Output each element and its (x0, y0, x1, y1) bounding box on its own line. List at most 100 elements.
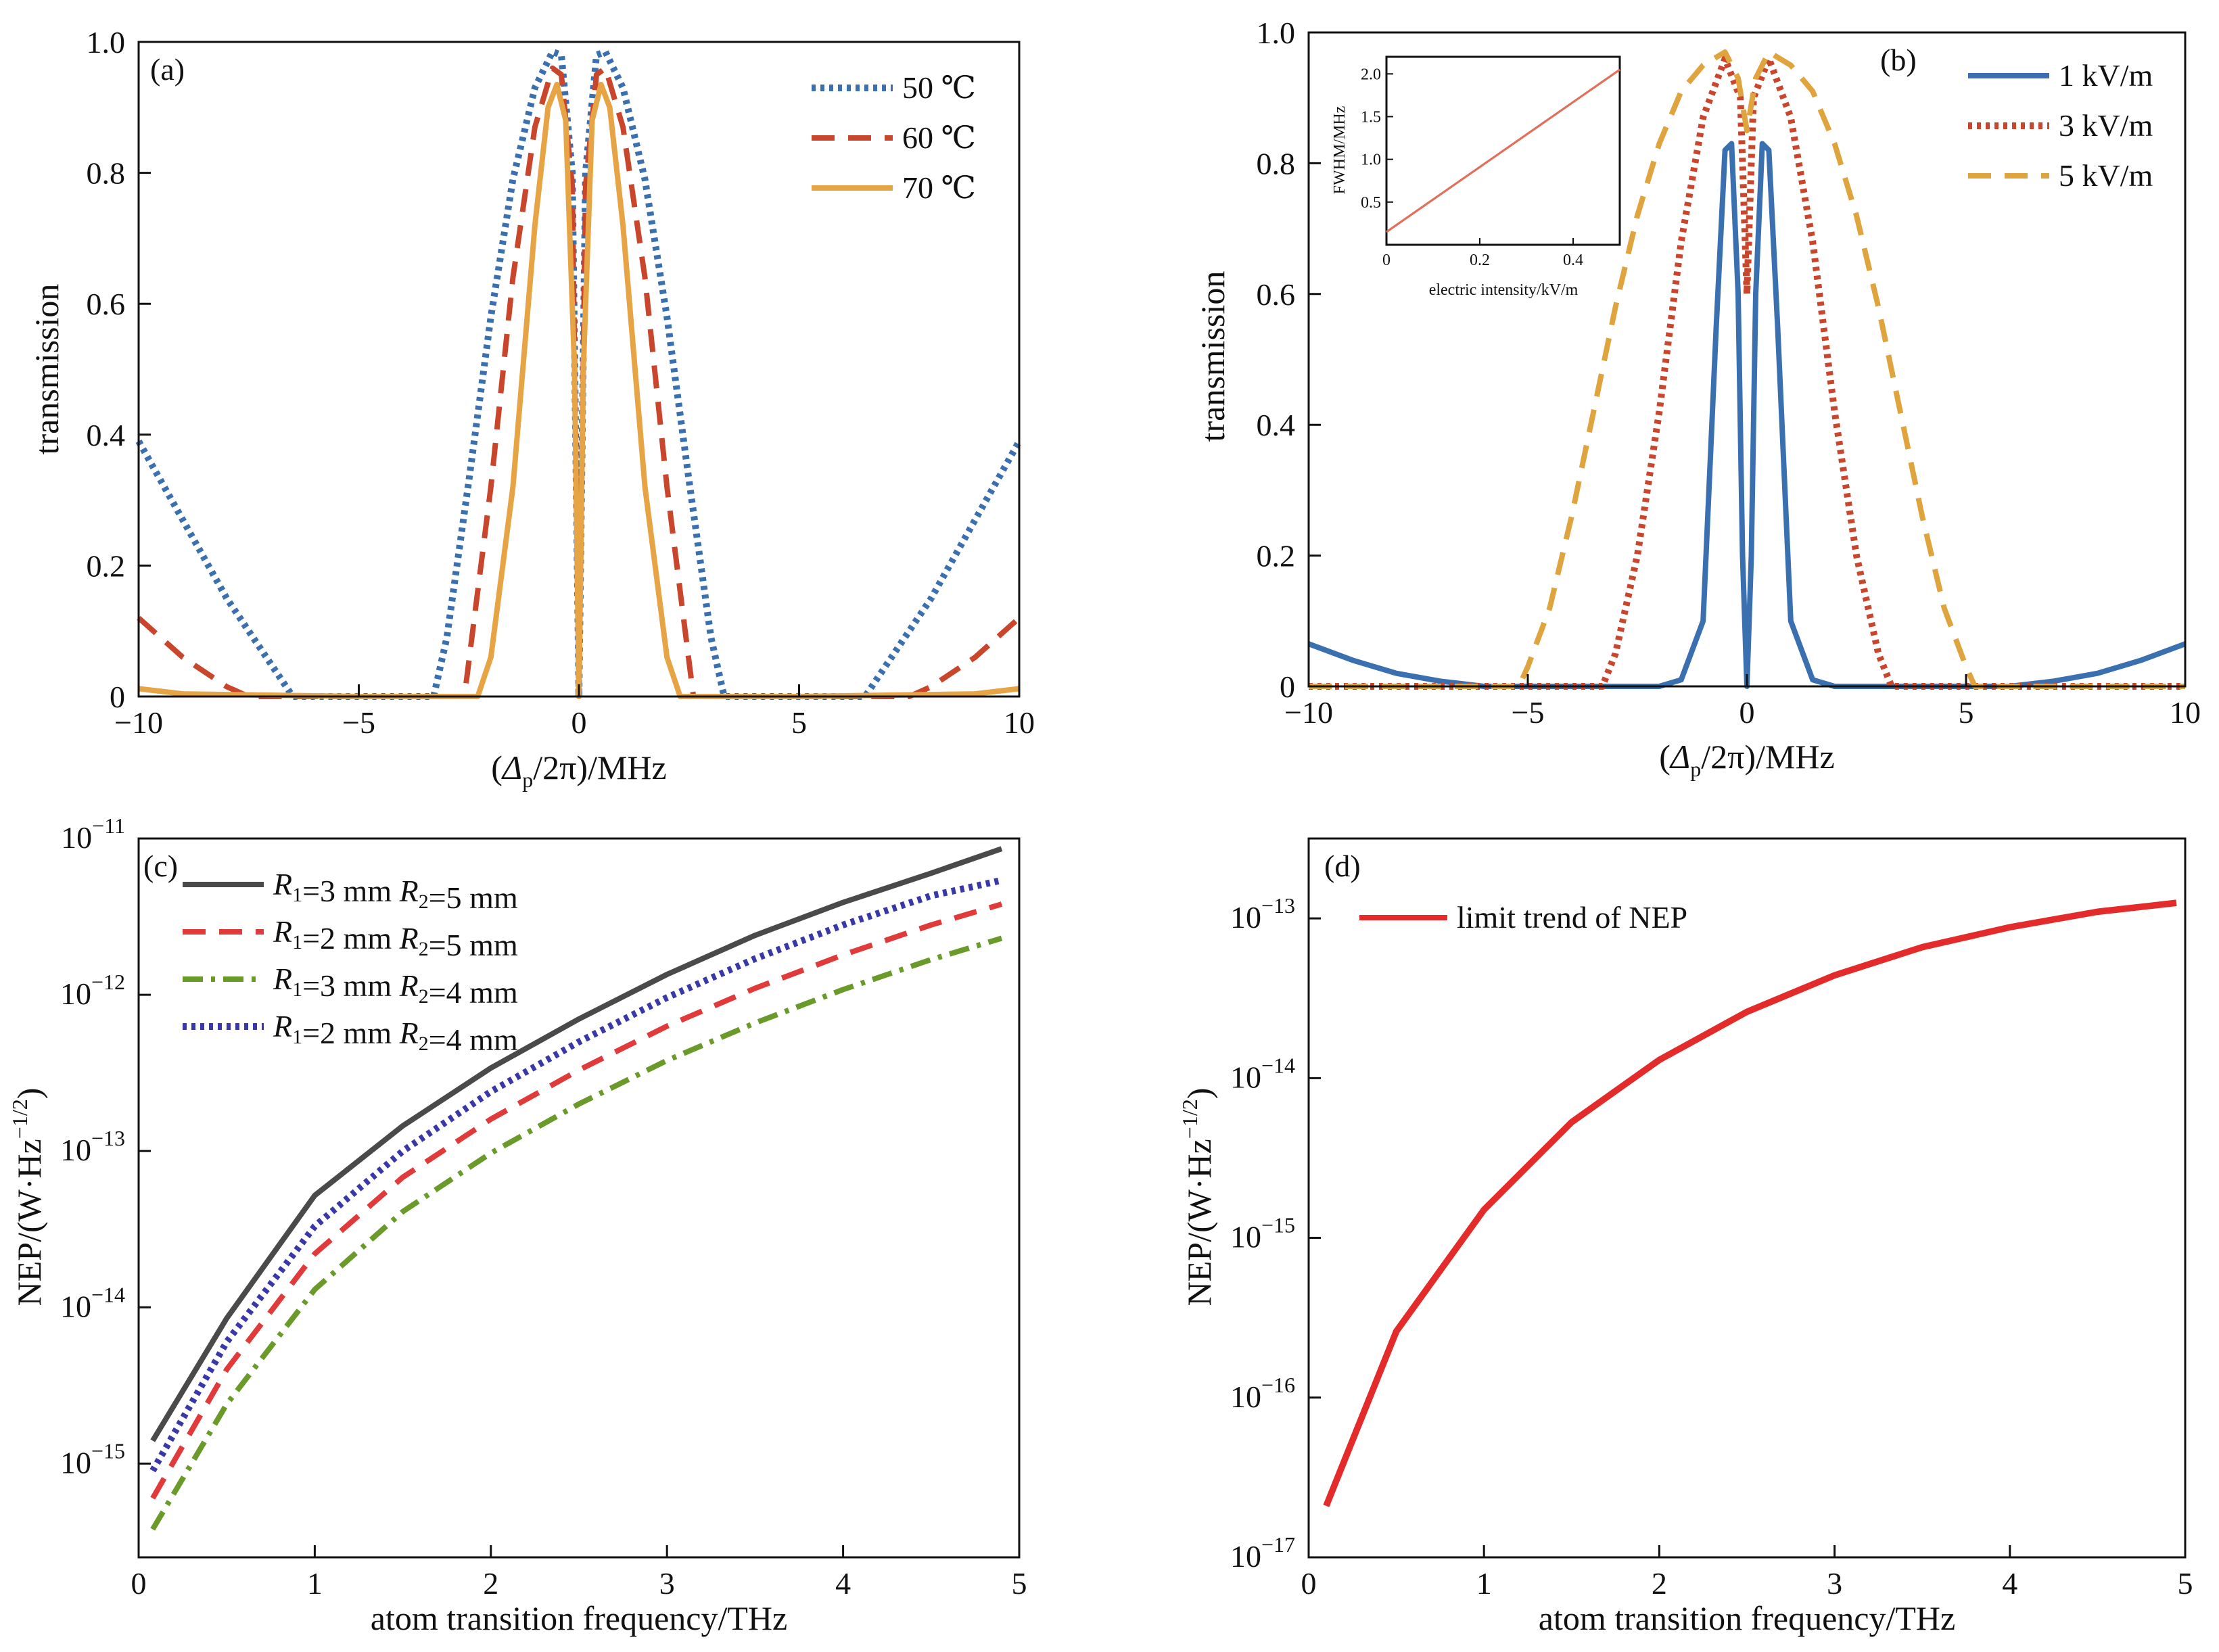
panel-b-xtick-label: 10 (2170, 695, 2201, 730)
panel-b-ytick-label: 0.2 (1257, 539, 1296, 573)
panel-c-series-1 (150, 846, 1003, 1442)
panel-b-ylabel: transmission (1194, 271, 1232, 442)
panel-a-xtick-label: 0 (571, 705, 587, 740)
panel-a-ytick-label: 1.0 (87, 25, 126, 60)
panel-c-xtick-label: 1 (307, 1566, 323, 1601)
panel-c-ytick-label: 10−12 (60, 970, 125, 1011)
panel-d-xtick-label: 5 (2178, 1566, 2193, 1601)
panel-b-ytick-label: 0.8 (1257, 146, 1296, 181)
panel-b-legend-label: 5 kV/m (2059, 158, 2153, 193)
panel-d-ylabel: NEP/(W·Hz−1/2) (1177, 1088, 1218, 1306)
panel-d-series-1 (1323, 899, 2177, 1507)
panel-b-legend-label: 1 kV/m (2059, 58, 2153, 93)
panel-d-xtick-label: 4 (2002, 1566, 2017, 1601)
panel-c-legend-label: R1=2 mm R2=4 mm (273, 1009, 518, 1057)
panel-a-xtick-label: −5 (342, 705, 375, 740)
panel-d-xtick-label: 0 (1301, 1566, 1317, 1601)
panel-d: (d) 0 1 2 3 4 5 10−13 10−14 10−15 10−16 10−17 ato… (1177, 837, 2193, 1637)
inset-xtick-label: 0.4 (1563, 252, 1583, 269)
panel-b: (b) −10 −5 0 5 10 0 0.2 0.4 0.6 0.8 1.0 (Δp/2π)/M… (1194, 16, 2201, 781)
panel-a-ytick-label: 0.6 (87, 287, 126, 321)
panel-d-xlabel: atom transition frequency/THz (1539, 1599, 1955, 1637)
inset-ytick-label: 0.5 (1361, 194, 1381, 212)
panel-a: (a) −10 −5 0 5 10 0 0.2 0.4 0.6 0.8 1.0 (Δp/2π)/M… (28, 25, 1035, 792)
panel-c-series-4 (149, 876, 1003, 1473)
panel-b-xtick-label: 0 (1739, 695, 1755, 730)
panel-a-legend-label: 50 ℃ (902, 70, 976, 105)
panel-b-ytick-label: 0.4 (1257, 408, 1296, 442)
inset-ylabel: FWHM/MHz (1331, 106, 1349, 195)
panel-a-legend-label: 60 ℃ (902, 120, 976, 155)
panel-a-xtick-label: −10 (114, 705, 163, 740)
panel-a-ytick-label: 0.4 (87, 418, 126, 452)
panel-b-ytick-label: 0 (1280, 669, 1295, 704)
inset-ytick-label: 2.0 (1361, 66, 1381, 83)
panel-c-xtick-label: 0 (131, 1566, 147, 1601)
panel-c-xtick-label: 5 (1012, 1566, 1027, 1601)
panel-b-ytick-label: 0.6 (1257, 277, 1296, 312)
panel-c-legend-label: R1=3 mm R2=4 mm (273, 962, 518, 1010)
panel-c: (c) 0 1 2 3 4 5 10−11 10−12 10−13 10−14 10−15 ato… (7, 813, 1027, 1637)
panel-c-xticks: 0 1 2 3 4 5 (131, 1545, 1027, 1601)
panel-d-plot (1323, 899, 2177, 1507)
panel-d-ytick-label: 10−15 (1230, 1213, 1295, 1254)
panel-a-series-3 (138, 81, 1020, 699)
panel-a-ytick-label: 0.2 (87, 548, 126, 583)
panel-d-xticks: 0 1 2 3 4 5 (1301, 1545, 2193, 1601)
panel-c-xlabel: atom transition frequency/THz (371, 1599, 787, 1637)
inset-ytick-label: 1.0 (1361, 151, 1381, 169)
panel-d-frame (1307, 837, 2187, 1559)
panel-a-ytick-label: 0 (110, 680, 125, 714)
panel-c-id: (c) (143, 849, 178, 883)
panel-b-xlabel: (Δp/2π)/MHz (1659, 738, 1834, 781)
panel-d-xtick-label: 3 (1827, 1566, 1842, 1601)
panel-b-xtick-label: −5 (1512, 695, 1545, 730)
inset-ytick-label: 1.5 (1361, 108, 1381, 126)
panel-c-ylabel: NEP/(W·Hz−1/2) (7, 1088, 48, 1306)
panel-c-frame (137, 837, 1021, 1559)
panel-b-inset: 0 0.2 0.4 0.5 1.0 1.5 2.0 electric intensity/… (1331, 55, 1621, 299)
panel-c-yticks: 10−11 10−12 10−13 10−14 10−15 (60, 813, 151, 1480)
panel-a-plot (135, 48, 1023, 700)
inset-xtick-label: 0 (1382, 252, 1391, 269)
panel-d-ytick-label: 10−14 (1230, 1053, 1295, 1094)
panel-a-xtick-label: 5 (791, 705, 807, 740)
panel-a-yticks: 0 0.2 0.4 0.6 0.8 1.0 (87, 25, 151, 714)
panel-c-ytick-label: 10−15 (60, 1438, 125, 1480)
panel-a-xlabel: (Δp/2π)/MHz (491, 749, 666, 792)
panel-d-xtick-label: 2 (1652, 1566, 1667, 1601)
panel-a-xticks: −10 −5 0 5 10 (114, 684, 1035, 740)
panel-b-series-3 (1309, 49, 2185, 689)
panel-b-xtick-label: 5 (1959, 695, 1974, 730)
panel-c-xtick-label: 4 (835, 1566, 851, 1601)
panel-d-id: (d) (1324, 849, 1361, 883)
panel-b-legend: 1 kV/m 3 kV/m 5 kV/m (1968, 58, 2153, 193)
panel-b-legend-label: 3 kV/m (2059, 108, 2153, 143)
panel-b-xticks: −10 −5 0 5 10 (1284, 674, 2201, 730)
panel-c-xtick-label: 2 (483, 1566, 498, 1601)
panel-d-xtick-label: 1 (1476, 1566, 1492, 1601)
panel-b-series-2 (1309, 55, 2185, 690)
panel-b-id: (b) (1880, 43, 1917, 77)
inset-yticks: 0.5 1.0 1.5 2.0 (1361, 66, 1393, 212)
panel-a-legend: 50 ℃ 60 ℃ 70 ℃ (812, 70, 976, 205)
inset-xlabel: electric intensity/kV/m (1429, 281, 1579, 299)
panel-c-legend-label: R1=3 mm R2=5 mm (273, 867, 518, 915)
panel-c-ytick-label: 10−11 (61, 813, 125, 855)
panel-d-ytick-label: 10−17 (1230, 1532, 1295, 1574)
panel-a-id: (a) (150, 52, 185, 87)
panel-c-xtick-label: 3 (659, 1566, 675, 1601)
panel-c-plot (149, 846, 1003, 1531)
panel-d-yticks: 10−13 10−14 10−15 10−16 10−17 (1230, 893, 1321, 1574)
inset-series-1 (1386, 68, 1620, 233)
panel-a-ylabel: transmission (28, 284, 66, 455)
panel-c-ytick-label: 10−14 (60, 1282, 125, 1323)
panel-c-series-3 (150, 935, 1003, 1531)
panel-c-legend-label: R1=2 mm R2=5 mm (273, 914, 518, 962)
inset-plot (1386, 68, 1620, 233)
panel-a-legend-label: 70 ℃ (902, 170, 976, 205)
panel-d-ytick-label: 10−13 (1230, 893, 1295, 935)
panel-d-legend: limit trend of NEP (1359, 900, 1687, 935)
